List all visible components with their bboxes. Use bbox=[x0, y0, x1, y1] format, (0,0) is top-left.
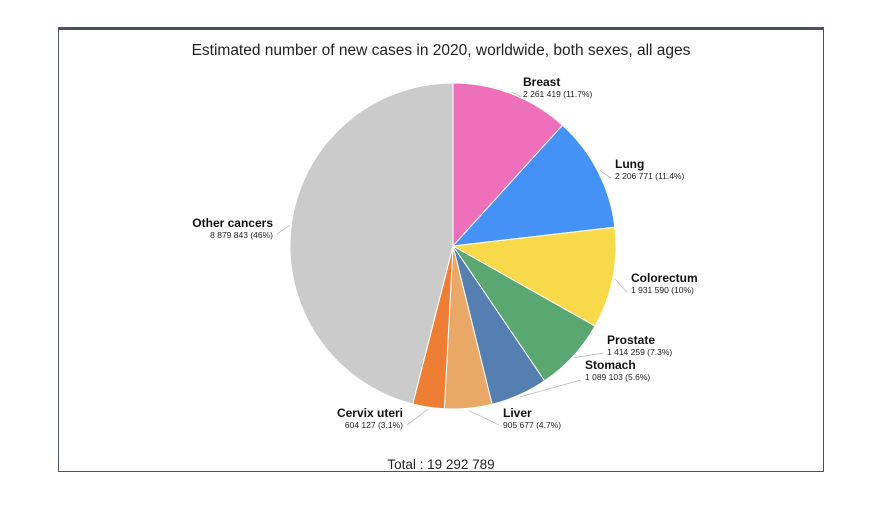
pie-slice-other-cancers bbox=[289, 82, 454, 405]
leader-line-colorectum bbox=[614, 278, 628, 293]
leader-line-stomach bbox=[520, 379, 582, 398]
slice-label-lung: Lung bbox=[615, 157, 644, 171]
leader-line-prostate bbox=[574, 352, 604, 359]
chart-total: Total : 19 292 789 bbox=[387, 457, 495, 472]
pie-slices bbox=[289, 82, 617, 410]
chart-title: Estimated number of new cases in 2020, w… bbox=[191, 42, 691, 59]
slice-label-breast: Breast bbox=[523, 75, 560, 89]
slice-label-cervix-uteri: Cervix uteri bbox=[337, 406, 403, 420]
leader-line-liver bbox=[468, 409, 500, 426]
pie-slice-lung bbox=[451, 124, 616, 247]
leader-lines bbox=[276, 91, 628, 426]
slice-value-other-cancers: 8 879 843 (46%) bbox=[210, 230, 273, 240]
slice-value-lung: 2 206 771 (11.4%) bbox=[615, 171, 684, 181]
slice-value-breast: 2 261 419 (11.7%) bbox=[523, 89, 592, 99]
pie-slice-colorectum bbox=[451, 226, 617, 327]
slice-value-stomach: 1 089 103 (5.6%) bbox=[585, 372, 650, 382]
slice-label-other-cancers: Other cancers bbox=[192, 216, 273, 230]
leader-line-cervix-uteri bbox=[406, 408, 429, 426]
pie-slice-breast bbox=[452, 82, 564, 248]
leader-line-breast bbox=[512, 91, 522, 98]
slice-label-prostate: Prostate bbox=[607, 333, 655, 347]
slice-value-liver: 905 677 (4.7%) bbox=[503, 420, 561, 430]
slice-value-colorectum: 1 931 590 (10%) bbox=[631, 285, 694, 295]
slice-label-colorectum: Colorectum bbox=[631, 271, 698, 285]
slice-label-stomach: Stomach bbox=[585, 358, 636, 372]
chart-frame: Estimated number of new cases in 2020, w… bbox=[58, 27, 824, 472]
leader-line-other-cancers bbox=[276, 225, 290, 235]
slice-value-prostate: 1 414 259 (7.3%) bbox=[607, 347, 672, 357]
slice-value-cervix-uteri: 604 127 (3.1%) bbox=[345, 420, 403, 430]
leader-line-lung bbox=[599, 170, 612, 179]
slice-label-liver: Liver bbox=[503, 406, 532, 420]
